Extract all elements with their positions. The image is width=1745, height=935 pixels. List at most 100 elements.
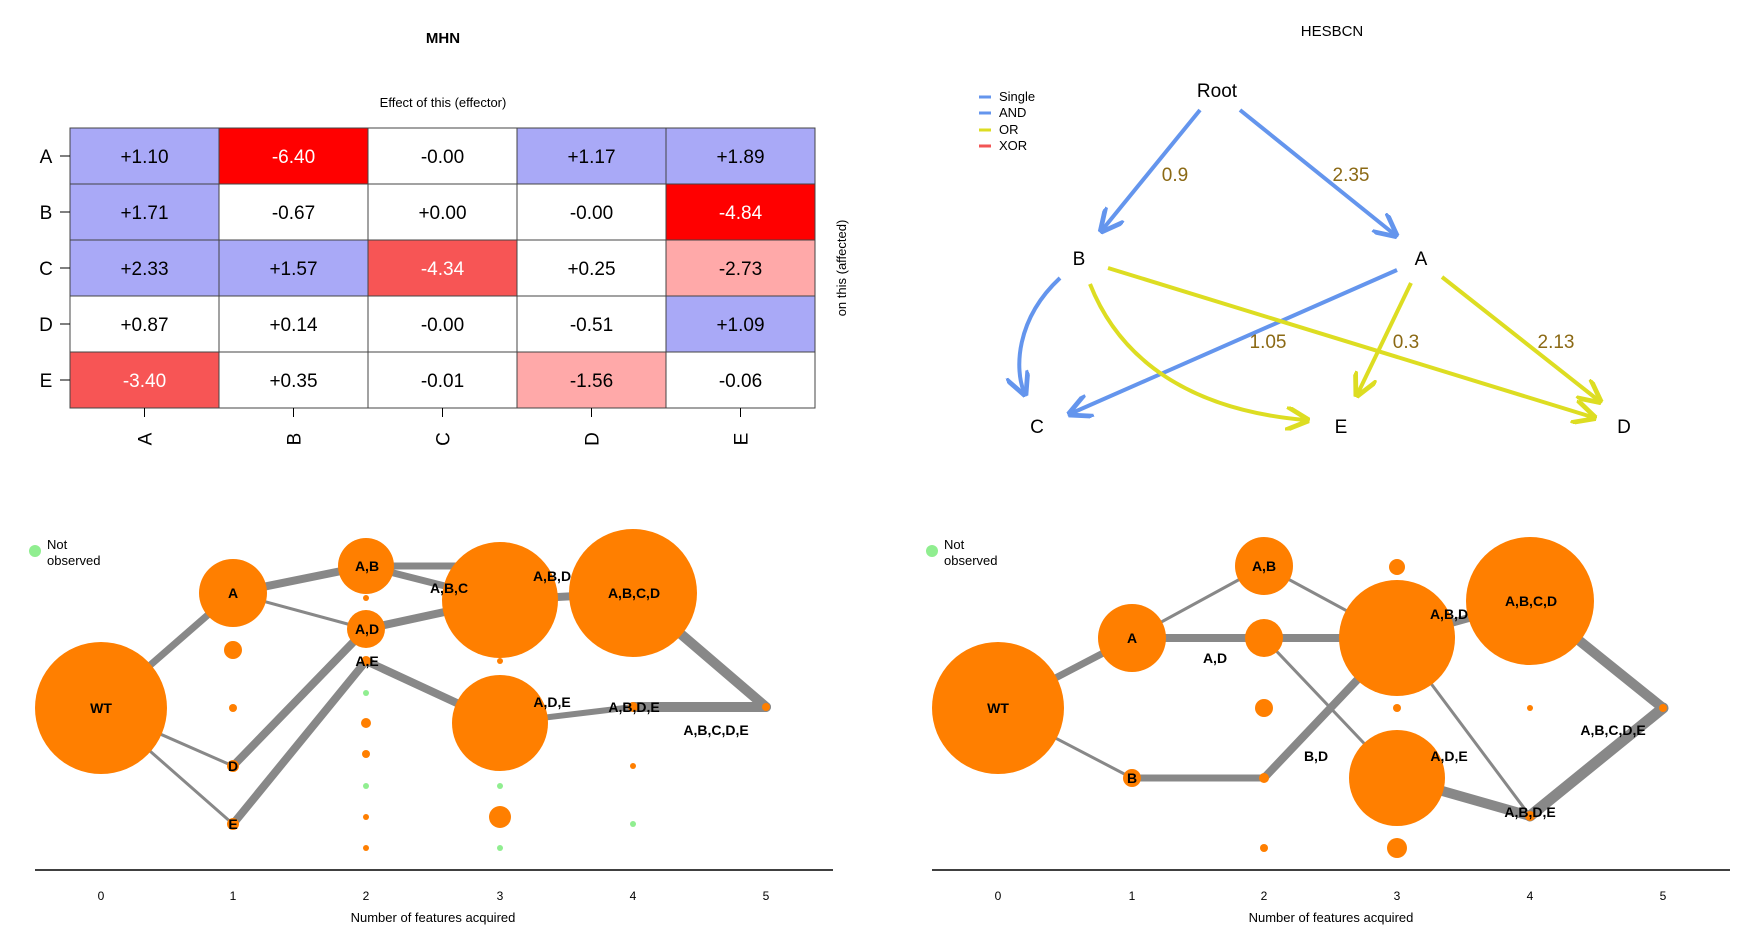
label-abc: A,B,C: [430, 580, 468, 596]
label-wt: WT: [90, 700, 112, 716]
hesbcn-edges: [1019, 108, 1598, 420]
node-abcd: [569, 529, 697, 657]
node-ab: [338, 538, 394, 594]
legend-or: OR: [999, 122, 1019, 137]
not-observed-legend-line2: observed: [47, 553, 100, 568]
col-label: A: [136, 432, 157, 445]
label-ad: A,D: [1203, 650, 1227, 666]
edge-label: 0.9: [1162, 165, 1188, 186]
label-d: D: [228, 758, 238, 774]
node-abde: [628, 702, 638, 712]
label-ade: A,D,E: [533, 694, 570, 710]
heatmap-cell: [69, 183, 220, 241]
not-observed-legend-line2: observed: [944, 553, 997, 568]
label-e: E: [228, 816, 237, 832]
not-observed-legend-line1: Not: [944, 537, 965, 552]
label-bd: B,D: [1304, 748, 1328, 764]
heatmap-cell-value: -0.06: [719, 371, 762, 392]
edge-label: 2.35: [1333, 165, 1370, 186]
heatmap-cell: [69, 295, 220, 353]
heatmap-cell-value: -6.40: [272, 147, 315, 168]
heatmap-cell: [665, 183, 816, 241]
edge-b-c: [1019, 276, 1062, 392]
node-b: B: [1073, 249, 1086, 270]
node-a: [199, 559, 267, 627]
heatmap-cell: [665, 351, 816, 409]
heatmap-cell-value: +1.57: [269, 259, 317, 280]
heatmap-cell-value: -0.00: [421, 147, 464, 168]
heatmap-cell: [367, 239, 518, 297]
heatmap-cell: [218, 239, 369, 297]
tick-label: 5: [1660, 889, 1667, 903]
not-observed-legend-line1: Not: [47, 537, 68, 552]
heatmap-cell: [69, 127, 220, 185]
hesbcn-title: HESBCN: [1301, 23, 1364, 40]
row-label: E: [40, 371, 53, 392]
heatmap-cell: [516, 295, 667, 353]
heatmap-cell-value: -0.01: [421, 371, 464, 392]
row-label: A: [40, 147, 53, 168]
node-a: [1098, 604, 1166, 672]
hesbcn-panel: HESBCN Single AND OR XOR Root B A C: [979, 23, 1631, 438]
tick-label: 3: [497, 889, 504, 903]
hesbcn-legend: Single AND OR XOR: [979, 89, 1035, 153]
not-observed-legend-icon: [29, 545, 41, 557]
left-nodes: [35, 529, 770, 830]
hesbcn-edge-labels: 0.9 2.35 1.05 0.3 2.13: [1162, 165, 1575, 353]
label-ad: A,D: [355, 621, 379, 637]
heatmap-cell-value: -4.34: [421, 259, 465, 280]
mhn-y-title: on this (affected): [834, 220, 849, 317]
node-ade: [452, 675, 548, 771]
edge-label: 1.05: [1250, 332, 1287, 353]
heatmap-cell: [516, 351, 667, 409]
row-label: B: [40, 203, 53, 224]
left-axis-ticks: 0 1 2 3 4 5: [98, 889, 770, 903]
node-d: [227, 760, 239, 772]
heatmap-cell-value: -4.84: [719, 203, 763, 224]
node-b: [1123, 769, 1141, 787]
edge-a-e: [1358, 282, 1413, 393]
hesbcn-nodes: Root B A C E D: [1030, 81, 1631, 438]
label-ade: A,D,E: [1430, 748, 1467, 764]
node-c: C: [1030, 417, 1044, 438]
col-label: D: [583, 432, 604, 446]
label-abcde: A,B,C,D,E: [1580, 722, 1645, 738]
right-x-label: Number of features acquired: [1249, 910, 1414, 925]
heatmap-cell: [218, 295, 369, 353]
node-ab: [1235, 537, 1293, 595]
node-abcde: [1659, 704, 1667, 712]
left-small-dots: [224, 595, 636, 851]
edge-root-b: [1103, 108, 1202, 229]
heatmap-cell-value: -0.51: [570, 315, 613, 336]
edge-root-a: [1238, 108, 1394, 234]
heatmap-cell: [218, 127, 369, 185]
tick-label: 2: [363, 889, 370, 903]
transition-graph-left: Not observed: [29, 529, 833, 925]
edge-a-c: [1072, 268, 1398, 413]
heatmap-cell-value: -1.56: [570, 371, 613, 392]
edge-b-e: [1088, 283, 1305, 420]
left-node-labels: WT A D E A,B A,D A,E A,B,C A,B,D A,D,E A…: [90, 558, 749, 832]
tick-label: 1: [1129, 889, 1136, 903]
label-a: A: [1127, 630, 1137, 646]
node-abcd: [1466, 537, 1594, 665]
label-abd: A,B,D: [1430, 606, 1468, 622]
node-abd: [1339, 580, 1455, 696]
node-ae: [361, 656, 371, 666]
tick-label: 5: [763, 889, 770, 903]
heatmap-cell: [516, 127, 667, 185]
label-abcd: A,B,C,D: [1505, 593, 1557, 609]
label-ae: A,E: [355, 653, 378, 669]
mhn-heatmap: +1.10 -6.40 -0.00 +1.17 +1.89 A +1.71 -0.67 +0.0…: [39, 127, 816, 446]
heatmap-cell: [218, 351, 369, 409]
label-abcde: A,B,C,D,E: [683, 722, 748, 738]
heatmap-cell: [516, 183, 667, 241]
label-abde: A,B,D,E: [1504, 804, 1555, 820]
not-observed-legend-icon: [926, 545, 938, 557]
heatmap-cell-value: +1.17: [567, 147, 615, 168]
heatmap-cell-value: +1.10: [120, 147, 168, 168]
node-ade: [1349, 730, 1445, 826]
heatmap-cell-value: -2.73: [719, 259, 762, 280]
heatmap-cell-value: +1.71: [120, 203, 168, 224]
label-abde: A,B,D,E: [608, 699, 659, 715]
